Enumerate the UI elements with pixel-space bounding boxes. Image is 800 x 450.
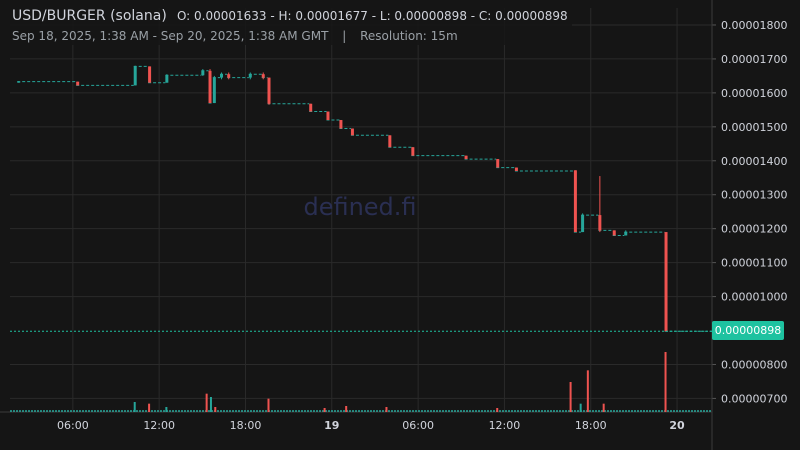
candle-body bbox=[309, 103, 313, 112]
volume-bar bbox=[385, 407, 388, 412]
resolution-label: Resolution: 15m bbox=[360, 29, 458, 43]
candle-body bbox=[464, 155, 468, 160]
x-tick-label: 06:00 bbox=[402, 419, 434, 432]
ohlc-readout: O: 0.00001633 - H: 0.00001677 - L: 0.000… bbox=[176, 9, 568, 23]
candle-body bbox=[573, 170, 577, 233]
time-range: Sep 18, 2025, 1:38 AM - Sep 20, 2025, 1:… bbox=[12, 29, 329, 43]
x-tick-label: 18:00 bbox=[230, 419, 262, 432]
candle-body bbox=[133, 66, 137, 86]
volume-bar bbox=[148, 403, 151, 412]
candle-body bbox=[339, 120, 343, 129]
candle-body bbox=[220, 74, 224, 78]
y-tick-label: 0.00001800 bbox=[721, 19, 787, 32]
candle-body bbox=[148, 66, 152, 83]
watermark: defined.fi bbox=[303, 193, 416, 221]
volume-bar bbox=[664, 352, 667, 412]
volume-bar bbox=[133, 402, 136, 412]
y-tick-label: 0.00001400 bbox=[721, 155, 787, 168]
candle-body bbox=[165, 75, 169, 83]
x-tick-label: 19 bbox=[324, 419, 339, 432]
candle-body bbox=[212, 77, 216, 104]
y-tick-label: 0.00001100 bbox=[721, 257, 787, 270]
volume-bar bbox=[586, 370, 589, 412]
candle-body bbox=[581, 215, 585, 233]
x-tick-label: 18:00 bbox=[575, 419, 607, 432]
y-tick-label: 0.00000700 bbox=[721, 392, 787, 405]
volume-bar bbox=[345, 406, 348, 412]
volume-bar bbox=[267, 398, 270, 412]
candle-body bbox=[208, 70, 212, 104]
candle-body bbox=[248, 74, 252, 78]
volume-bar bbox=[205, 393, 208, 412]
candle-body bbox=[612, 230, 616, 236]
candle-body bbox=[76, 81, 80, 86]
volume-bar bbox=[569, 382, 572, 412]
y-tick-label: 0.00001500 bbox=[721, 121, 787, 134]
volume-bar bbox=[579, 403, 582, 412]
y-tick-label: 0.00001000 bbox=[721, 291, 787, 304]
candle-body bbox=[227, 74, 231, 78]
candle-body bbox=[411, 147, 415, 156]
last-price-label: 0.00000898 bbox=[712, 321, 784, 340]
candle-body bbox=[201, 70, 205, 76]
candle-body bbox=[664, 232, 668, 332]
x-tick-label: 12:00 bbox=[143, 419, 175, 432]
volume-bar bbox=[602, 403, 605, 412]
volume-bar bbox=[165, 407, 168, 412]
y-tick-label: 0.00000800 bbox=[721, 358, 787, 371]
candle-body bbox=[326, 111, 330, 121]
candle-body bbox=[350, 128, 354, 136]
y-tick-label: 0.00001200 bbox=[721, 223, 787, 236]
x-tick-label: 20 bbox=[669, 419, 685, 432]
candle-body bbox=[514, 167, 518, 171]
volume-bar bbox=[214, 407, 217, 412]
chart-header: USD/BURGER (solana) O: 0.00001633 - H: 0… bbox=[8, 6, 572, 45]
volume-bar bbox=[496, 408, 499, 412]
candle-body bbox=[267, 77, 271, 104]
candle-body bbox=[261, 74, 265, 78]
x-tick-label: 06:00 bbox=[57, 419, 89, 432]
candle-body bbox=[17, 81, 21, 83]
y-tick-label: 0.00001300 bbox=[721, 189, 787, 202]
candle-body bbox=[624, 232, 628, 236]
candle-body bbox=[598, 215, 602, 231]
candle-body bbox=[496, 159, 500, 168]
candle-body bbox=[388, 135, 392, 148]
volume-bar bbox=[323, 408, 326, 412]
y-tick-label: 0.00001600 bbox=[721, 87, 787, 100]
symbol-title: USD/BURGER (solana) bbox=[12, 8, 167, 24]
x-tick-label: 12:00 bbox=[489, 419, 521, 432]
volume-bar bbox=[209, 397, 212, 412]
y-tick-label: 0.00001700 bbox=[721, 53, 787, 66]
header-separator: | bbox=[342, 29, 347, 43]
